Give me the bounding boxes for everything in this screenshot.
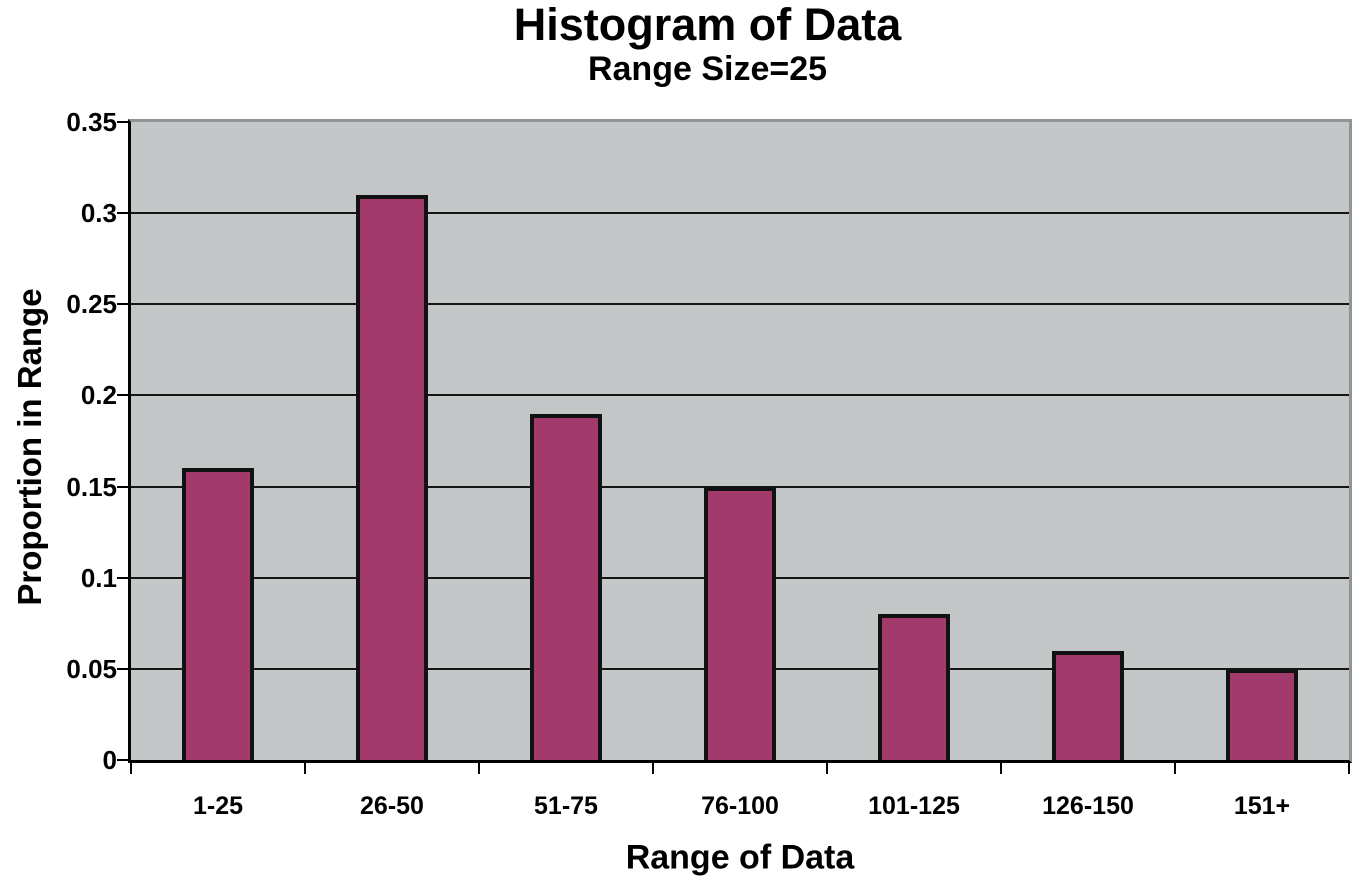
chart-subtitle: Range Size=25: [587, 50, 828, 89]
plot-area: [128, 119, 1352, 763]
y-tick: [117, 212, 128, 215]
y-tick-label: 0.2: [80, 380, 117, 411]
chart-title: Histogram of Data: [513, 0, 902, 50]
x-tick: [826, 763, 828, 774]
x-tick: [130, 763, 132, 774]
y-tick-label: 0.1: [80, 562, 117, 593]
x-tick-label: 76-100: [701, 792, 779, 820]
y-tick: [117, 759, 128, 761]
chart-titles: Histogram of Data Range Size=25: [60, 0, 1355, 88]
x-tick: [304, 763, 306, 774]
y-tick: [117, 576, 128, 579]
y-tick-label: 0.3: [80, 198, 117, 229]
x-tick: [478, 763, 480, 774]
x-tick-label: 126-150: [1042, 792, 1134, 820]
x-tick-label: 101-125: [868, 792, 960, 820]
x-tick: [1000, 763, 1002, 774]
y-tick: [117, 485, 128, 488]
bar: [530, 413, 602, 760]
bar: [704, 486, 776, 760]
gridline: [131, 485, 1349, 488]
bar: [1226, 668, 1298, 760]
y-tick-label: 0.15: [66, 471, 117, 502]
y-tick-label: 0.25: [66, 289, 117, 320]
x-tick: [1174, 763, 1176, 774]
x-tick-label: 151+: [1233, 792, 1291, 820]
bar: [182, 468, 254, 760]
bar: [356, 194, 428, 760]
y-axis-title: Proportion in Range: [11, 288, 48, 606]
y-tick-label: 0: [102, 745, 117, 775]
y-tick: [117, 121, 128, 123]
x-tick: [652, 763, 654, 774]
bar: [878, 614, 950, 760]
x-tick-label: 1-25: [192, 792, 244, 820]
y-tick: [117, 394, 128, 397]
x-tick-label: 51-75: [534, 792, 598, 820]
y-tick-label: 0.05: [66, 653, 117, 684]
gridline: [131, 212, 1349, 215]
x-tick: [1348, 763, 1350, 774]
y-tick: [117, 667, 128, 670]
x-tick-label: 26-50: [360, 792, 424, 820]
y-tick-label: 0.35: [66, 107, 117, 137]
bar: [1052, 650, 1124, 760]
x-axis-title: Range of Data: [625, 838, 855, 877]
gridline: [131, 394, 1349, 397]
y-tick: [117, 303, 128, 306]
gridline: [131, 303, 1349, 306]
